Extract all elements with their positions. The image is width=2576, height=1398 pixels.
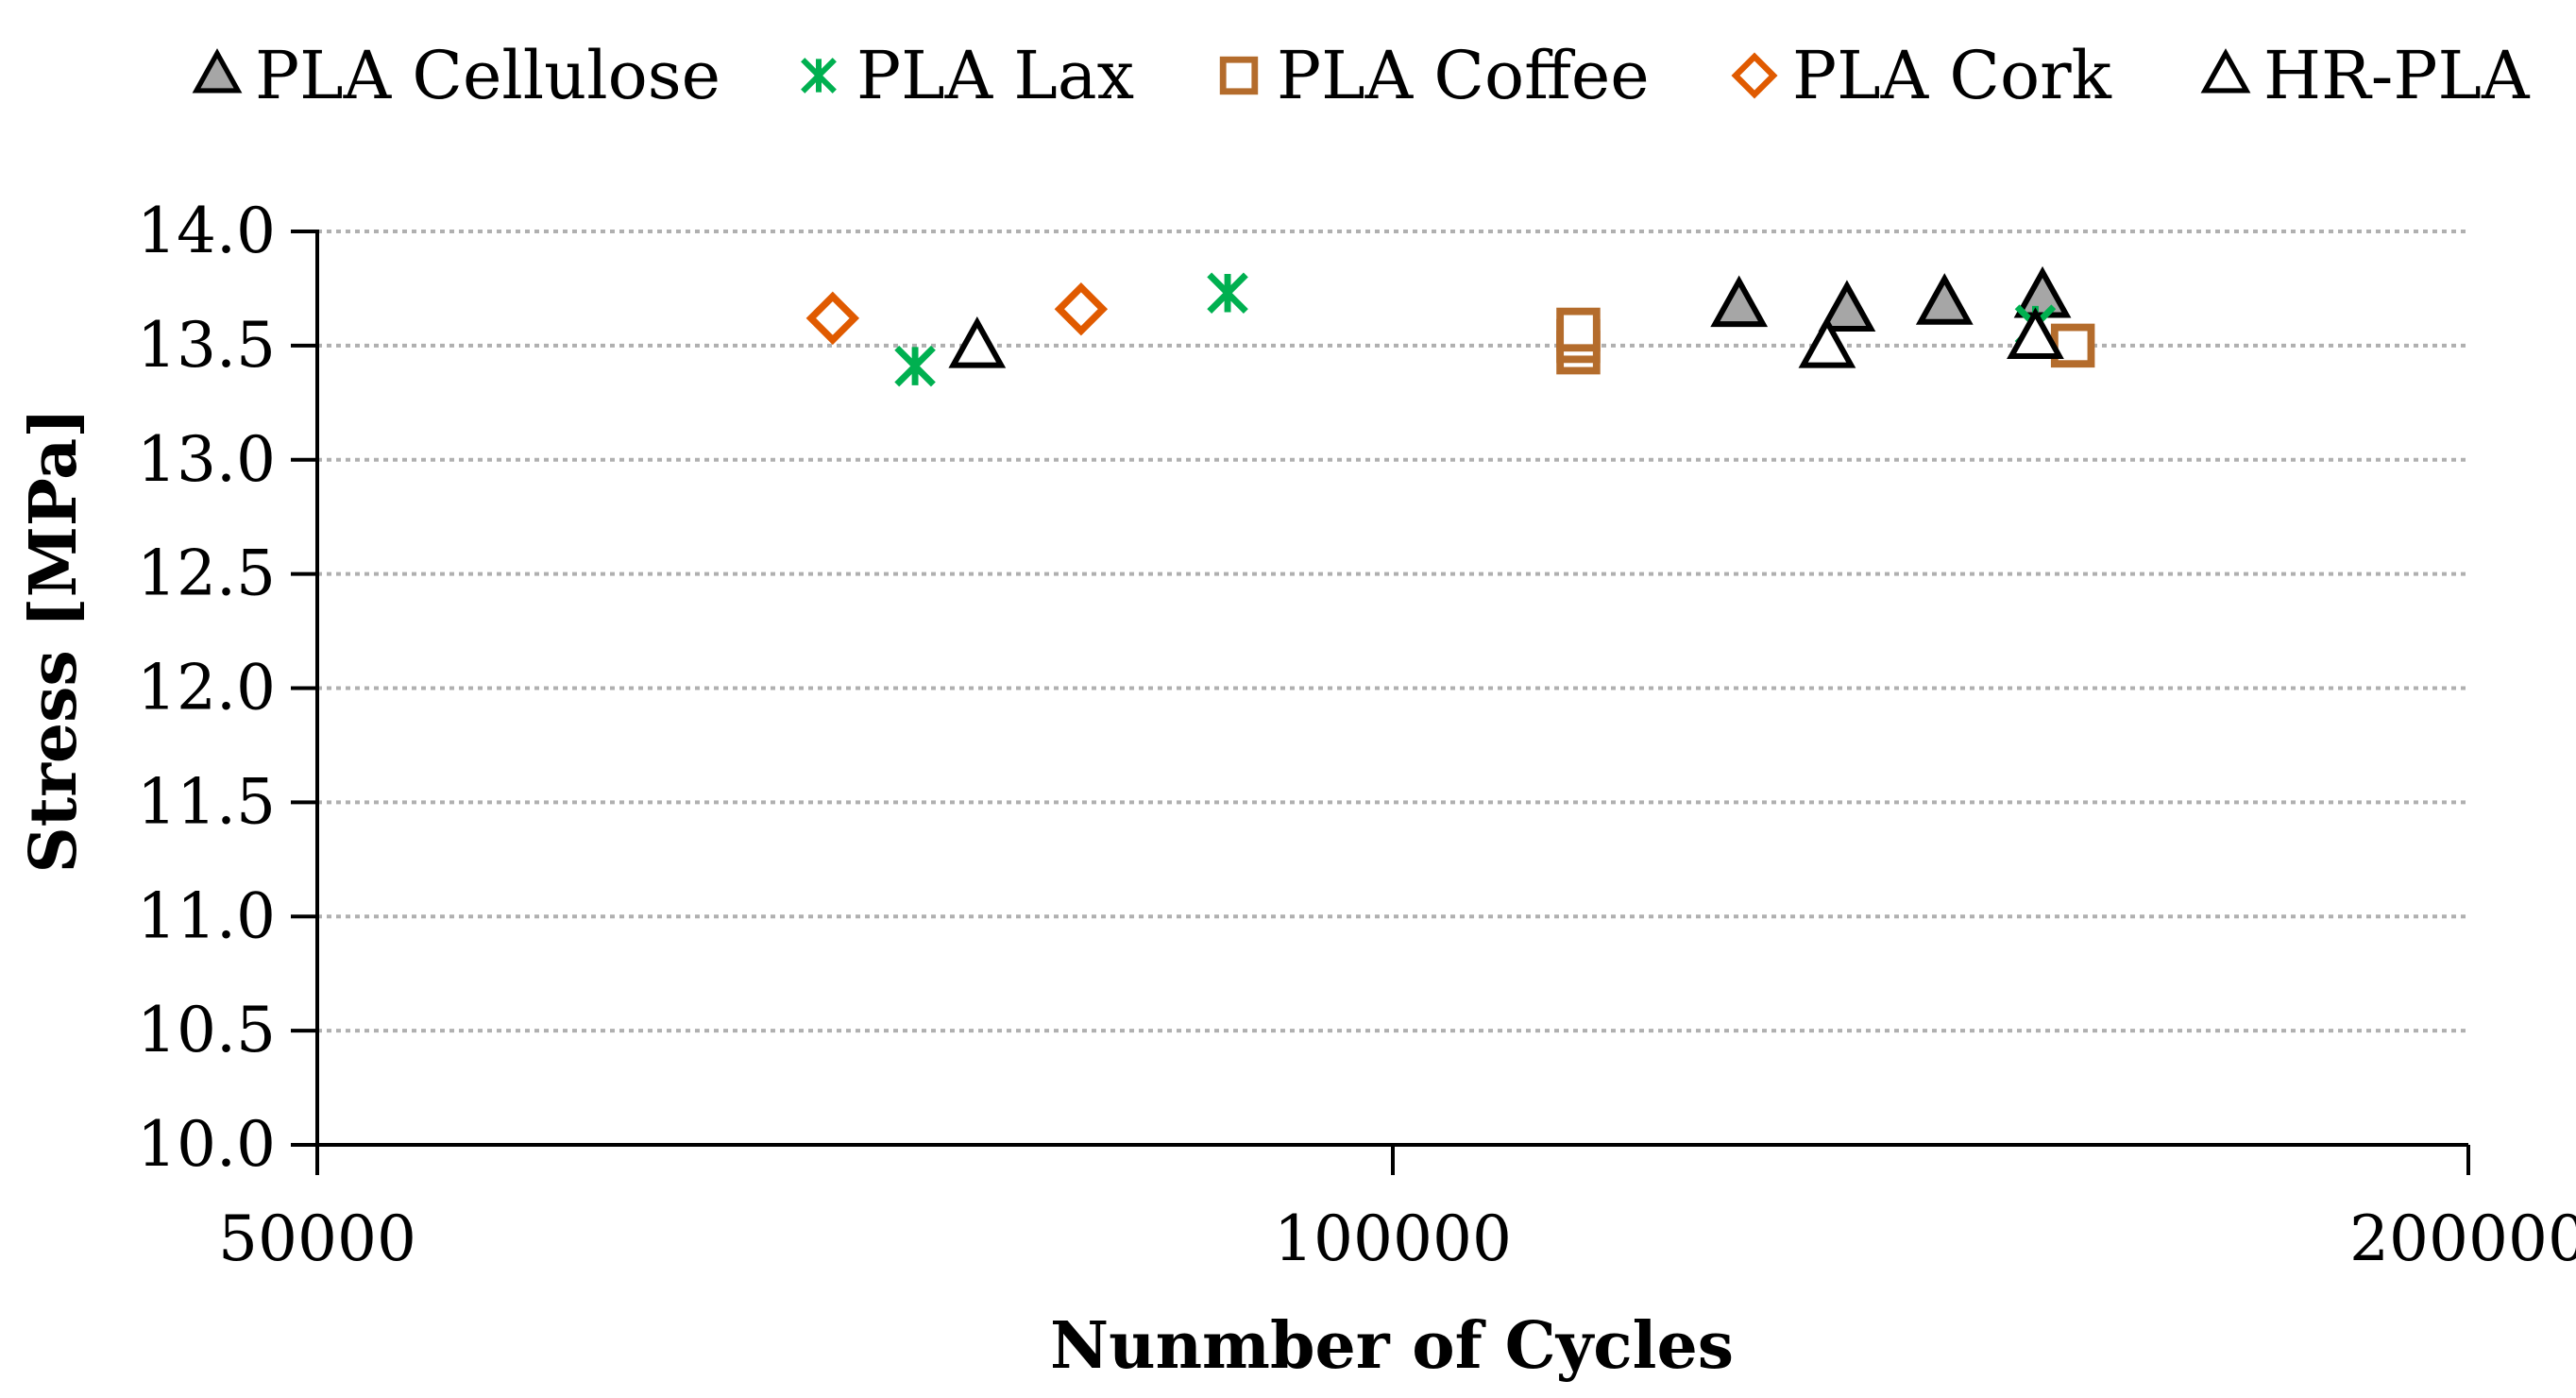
series-hr-pla	[948, 307, 2064, 368]
series-pla-cellulose	[1710, 265, 2072, 332]
y-tick-label: 13.0	[137, 423, 276, 496]
data-point	[1798, 316, 1856, 368]
data-point	[1054, 281, 1109, 336]
y-tick-label: 12.0	[137, 652, 276, 725]
data-point	[948, 316, 1007, 368]
y-tick-label: 10.5	[137, 994, 276, 1066]
data-point	[2013, 265, 2072, 318]
data-points	[805, 265, 2095, 387]
legend-item: PLA Lax	[801, 37, 1134, 114]
legend-item: PLA Coffee	[1219, 37, 1650, 114]
legend-marker	[1219, 56, 1259, 95]
data-point	[1207, 272, 1248, 315]
data-point	[1818, 280, 1876, 332]
y-tick-label: 13.5	[137, 309, 276, 382]
series-pla-cork	[805, 281, 1109, 346]
y-tick-label: 12.5	[137, 537, 276, 610]
data-point	[1710, 275, 1769, 328]
legend-label: PLA Coffee	[1277, 37, 1650, 114]
legend-marker	[2200, 48, 2251, 94]
legend-label: PLA Lax	[856, 37, 1134, 114]
series-pla-lax	[894, 272, 2057, 387]
data-point	[2007, 307, 2064, 359]
data-point	[1556, 307, 1601, 352]
legend-marker	[801, 58, 837, 94]
legend-marker	[192, 48, 243, 94]
y-tick-label: 11.5	[137, 765, 276, 838]
x-tick-label: 200000	[2349, 1202, 2576, 1275]
legend-item: PLA Cork	[1731, 37, 2112, 114]
y-axis-title: Stress [MPa]	[16, 408, 92, 874]
legend-item: HR-PLA	[2200, 37, 2531, 114]
data-point	[894, 345, 936, 387]
legend-label: PLA Cork	[1792, 37, 2112, 114]
y-tick-label: 10.0	[137, 1108, 276, 1181]
legend-item: PLA Cellulose	[192, 37, 720, 114]
x-axis-ticks: 50000 100000 200000	[218, 1145, 2576, 1275]
data-point	[2050, 323, 2095, 368]
data-point	[805, 291, 860, 346]
data-point	[1915, 273, 1974, 325]
legend-label: HR-PLA	[2263, 37, 2531, 114]
y-tick-label: 11.0	[137, 879, 276, 952]
series-pla-coffee	[1556, 307, 2095, 375]
legend-marker	[1731, 52, 1778, 99]
legend: PLA Cellulose PLA Lax PLA Coffee PLA Cork HR…	[192, 37, 2531, 114]
gridlines	[317, 230, 2468, 1033]
y-tick-label: 14.0	[137, 195, 276, 267]
x-axis-title: Nunmber of Cycles	[1050, 1308, 1734, 1384]
legend-label: PLA Cellulose	[255, 37, 720, 114]
x-tick-label: 50000	[218, 1202, 416, 1275]
y-axis-ticks: 10.0 10.5 11.0 11.5 12.0 12.5 13.0 13.5 14.0	[137, 195, 317, 1181]
x-tick-label: 100000	[1274, 1202, 1512, 1275]
